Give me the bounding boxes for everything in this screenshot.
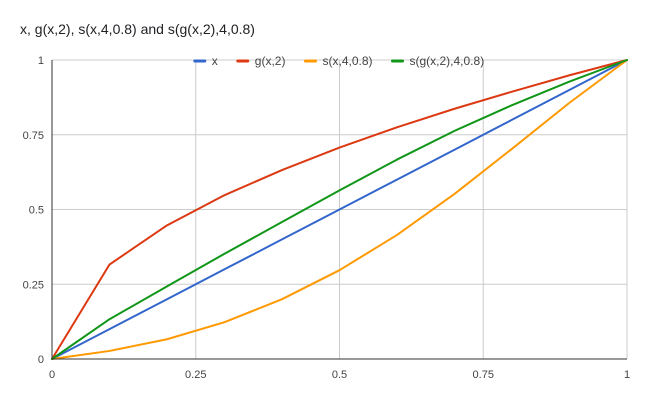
series-line-1 [51, 59, 628, 360]
x-tick-label: 0.5 [332, 369, 347, 381]
tick-labels: 0 0.25 0.5 0.75 1 0 0.25 0.5 0.75 1 [23, 55, 630, 381]
legend-label: s(g(x,2),4,0.8) [410, 54, 485, 68]
y-tick-label: 1 [38, 55, 44, 67]
series-line-0 [51, 59, 628, 360]
y-tick-label: 0 [38, 354, 44, 366]
legend-label: x [212, 54, 218, 68]
legend[interactable]: x g(x,2) s(x,4,0.8) s(g(x,2),4,0.8) [193, 54, 485, 68]
y-tick-label: 0.75 [23, 130, 44, 142]
y-tick-label: 0.25 [23, 279, 44, 291]
legend-item-0[interactable]: x [193, 54, 218, 68]
series-lines [51, 59, 628, 360]
legend-item-3[interactable]: s(g(x,2),4,0.8) [391, 54, 485, 68]
x-tick-label: 1 [624, 369, 630, 381]
series-line-2 [51, 59, 628, 360]
x-tick-label: 0.25 [185, 369, 206, 381]
axes [51, 60, 627, 360]
y-tick-label: 0.5 [29, 205, 44, 217]
x-tick-label: 0 [49, 369, 55, 381]
series-line-3 [51, 59, 628, 360]
legend-item-2[interactable]: s(x,4,0.8) [303, 54, 373, 68]
legend-label: s(x,4,0.8) [322, 54, 372, 68]
chart-title: x, g(x,2), s(x,4,0.8) and s(g(x,2),4,0.8… [20, 21, 255, 37]
legend-item-1[interactable]: g(x,2) [236, 54, 286, 68]
legend-label: g(x,2) [255, 54, 286, 68]
x-tick-label: 0.75 [473, 369, 494, 381]
